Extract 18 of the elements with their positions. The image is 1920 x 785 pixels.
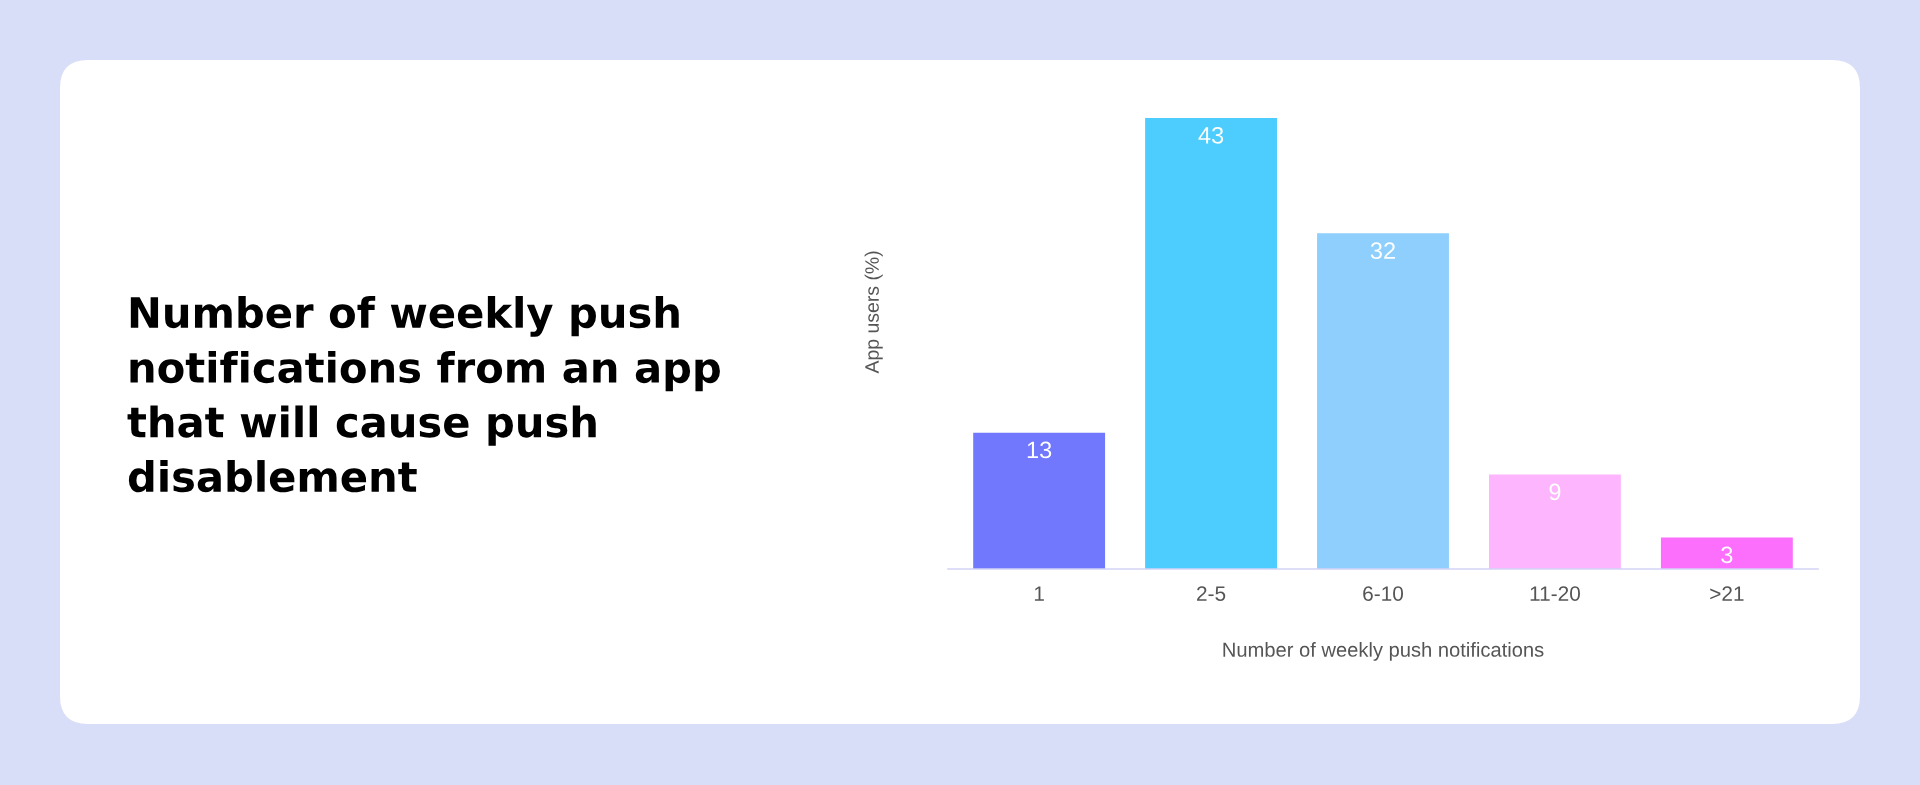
data-label: 43: [1198, 126, 1224, 144]
x-tick-label: 6-10: [1363, 586, 1404, 601]
data-label: 3: [1721, 546, 1733, 564]
bar: [1145, 118, 1277, 569]
x-tick-label: 1: [1034, 586, 1044, 601]
data-label: 32: [1370, 242, 1395, 260]
data-label: 9: [1549, 483, 1561, 501]
x-tick-label: 2-5: [1197, 586, 1226, 601]
x-axis-title: Number of weekly push notifications: [1223, 642, 1544, 661]
data-label: 13: [1027, 441, 1052, 459]
bar: [1317, 233, 1449, 569]
text: Number of weekly push notifications from an app that will cause push disablement: [127, 296, 720, 493]
x-tick-label: 11-20: [1530, 586, 1580, 601]
x-tick-label: >21: [1710, 586, 1744, 601]
bar: [973, 432, 1106, 569]
y-axis-title: App users (%): [864, 251, 883, 374]
bar: [1660, 537, 1793, 569]
bar: [1489, 474, 1621, 569]
